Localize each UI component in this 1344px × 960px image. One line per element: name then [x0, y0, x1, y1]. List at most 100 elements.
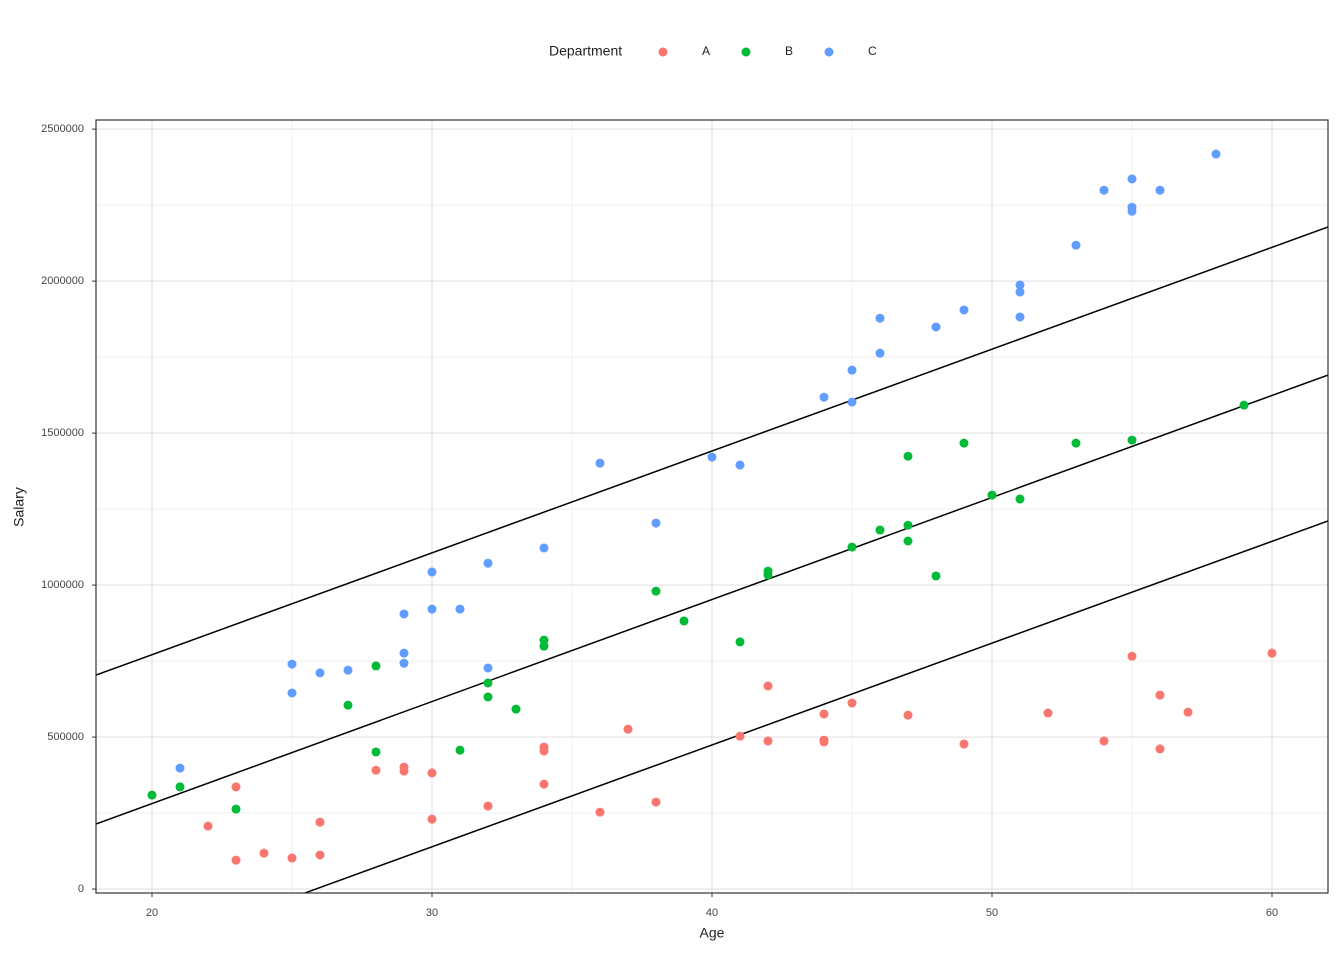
- point: [1183, 707, 1193, 717]
- point: [651, 586, 661, 596]
- legend-title: Department: [549, 43, 622, 59]
- point: [483, 678, 493, 688]
- point: [903, 536, 913, 546]
- fit-lines: [96, 226, 1328, 893]
- point: [959, 305, 969, 315]
- point: [1015, 287, 1025, 297]
- point: [1127, 651, 1137, 661]
- point: [259, 848, 269, 858]
- point: [1099, 736, 1109, 746]
- point: [287, 853, 297, 863]
- point: [735, 460, 745, 470]
- point: [931, 322, 941, 332]
- point: [483, 663, 493, 673]
- y-axis-title: Salary: [11, 487, 27, 527]
- point: [483, 801, 493, 811]
- point: [651, 518, 661, 528]
- y-tick-label: 2000000: [41, 275, 84, 287]
- point: [399, 648, 409, 658]
- point: [1127, 435, 1137, 445]
- point: [763, 736, 773, 746]
- point: [819, 737, 829, 747]
- point: [175, 782, 185, 792]
- point: [231, 782, 241, 792]
- fit-line: [96, 226, 1328, 676]
- point: [427, 768, 437, 778]
- point: [987, 490, 997, 500]
- point: [455, 604, 465, 614]
- point: [483, 692, 493, 702]
- point: [1155, 744, 1165, 754]
- point: [427, 604, 437, 614]
- point: [763, 570, 773, 580]
- point: [903, 520, 913, 530]
- point: [847, 397, 857, 407]
- point: [1071, 240, 1081, 250]
- point: [315, 850, 325, 860]
- point: [847, 698, 857, 708]
- legend-label: B: [785, 44, 793, 58]
- fit-line: [302, 520, 1328, 893]
- point: [539, 641, 549, 651]
- fit-line: [96, 374, 1328, 825]
- point: [735, 637, 745, 647]
- x-tick-label: 30: [426, 907, 438, 919]
- point: [1155, 185, 1165, 195]
- point: [427, 814, 437, 824]
- point: [623, 724, 633, 734]
- point: [371, 765, 381, 775]
- point: [539, 746, 549, 756]
- point: [287, 688, 297, 698]
- point: [679, 616, 689, 626]
- point: [847, 365, 857, 375]
- point: [287, 659, 297, 669]
- point: [735, 731, 745, 741]
- points: [147, 149, 1277, 865]
- point: [595, 458, 605, 468]
- y-tick-label: 1500000: [41, 427, 84, 439]
- x-tick-label: 60: [1266, 907, 1278, 919]
- point: [1127, 206, 1137, 216]
- point: [1127, 174, 1137, 184]
- point: [399, 766, 409, 776]
- point: [231, 804, 241, 814]
- point: [1015, 280, 1025, 290]
- legend-marker: [658, 47, 668, 57]
- point: [1015, 312, 1025, 322]
- point: [959, 438, 969, 448]
- legend-marker: [824, 47, 834, 57]
- x-tick-label: 50: [986, 907, 998, 919]
- point: [315, 817, 325, 827]
- x-axis-title: Age: [700, 925, 725, 941]
- point: [819, 392, 829, 402]
- point: [343, 665, 353, 675]
- point: [847, 542, 857, 552]
- point: [763, 681, 773, 691]
- y-tick-label: 0: [78, 883, 84, 895]
- point: [1267, 648, 1277, 658]
- point: [175, 763, 185, 773]
- point: [903, 451, 913, 461]
- point: [1099, 185, 1109, 195]
- x-tick-label: 20: [146, 907, 158, 919]
- point: [1211, 149, 1221, 159]
- point: [707, 452, 717, 462]
- point: [931, 571, 941, 581]
- point: [1239, 400, 1249, 410]
- point: [147, 790, 157, 800]
- legend-label: A: [702, 44, 710, 58]
- point: [875, 348, 885, 358]
- point: [315, 668, 325, 678]
- point: [371, 747, 381, 757]
- y-tick-label: 500000: [47, 731, 84, 743]
- grid: [96, 120, 1328, 893]
- point: [903, 710, 913, 720]
- point: [539, 543, 549, 553]
- y-tick-label: 1000000: [41, 579, 84, 591]
- point: [343, 700, 353, 710]
- x-tick-label: 40: [706, 907, 718, 919]
- point: [231, 855, 241, 865]
- legend-label: C: [868, 44, 877, 58]
- point: [1155, 690, 1165, 700]
